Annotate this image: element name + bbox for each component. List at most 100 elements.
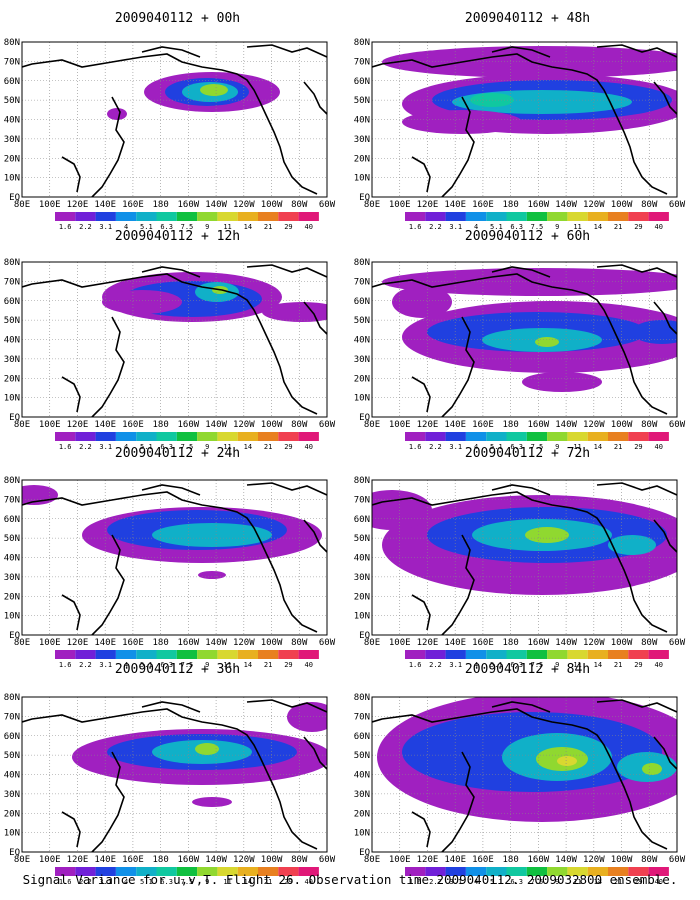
lon-tick-label: 180 (503, 638, 519, 648)
lon-tick-label: 140E (444, 420, 466, 430)
lon-tick-label: 140E (94, 855, 116, 865)
lat-tick-label: 10N (4, 174, 20, 184)
colorbar-swatch (217, 212, 238, 221)
colorbar-tick-label: 5.1 (490, 443, 503, 451)
colorbar-swatch (547, 212, 568, 221)
lon-tick-label: 140W (555, 855, 577, 865)
colorbar-swatch (237, 212, 258, 221)
map-panel (21, 696, 328, 853)
map-frame (21, 41, 328, 198)
map-frame (21, 696, 328, 853)
colorbar-swatch (136, 650, 157, 659)
colorbar-tick-label: 11 (223, 878, 231, 886)
lon-tick-label: 100W (261, 855, 283, 865)
colorbar-swatch (95, 432, 116, 441)
colorbar-tick-label: 3.1 (449, 878, 462, 886)
colorbar-tick-label: 21 (264, 878, 272, 886)
lon-tick-label: 120E (417, 200, 439, 210)
lon-tick-label: 120W (583, 638, 605, 648)
lat-tick-label: 70N (354, 712, 370, 722)
colorbar-swatch (298, 212, 319, 221)
colorbar-tick-label: 1.6 (59, 223, 72, 231)
colorbar: 1.6 2.2 3.1 4 5.1 6.3 7.5 9 11 14 21 29 40 (405, 212, 669, 231)
lon-tick-label: 140E (444, 855, 466, 865)
colorbar-swatch (278, 650, 299, 659)
colorbar-tick-label: 7.5 (181, 443, 194, 451)
colorbar-tick-label: 1.6 (409, 443, 422, 451)
colorbar-swatch (405, 867, 426, 876)
colorbar-tick-label: 1.6 (59, 661, 72, 669)
lat-tick-label: 70N (354, 57, 370, 67)
colorbar-tick-label: 11 (573, 661, 581, 669)
colorbar-tick-label: 6.3 (510, 443, 523, 451)
lon-tick-label: 140W (205, 420, 227, 430)
colorbar-tick-label: 2.2 (79, 443, 92, 451)
colorbar-tick-label: 4 (474, 878, 478, 886)
colorbar-swatch (506, 212, 527, 221)
lat-tick-label: EQ (359, 413, 370, 423)
map-background (22, 42, 327, 197)
lat-tick-label: 80N (4, 38, 20, 48)
lat-tick-label: 60N (354, 77, 370, 87)
colorbar-tick-label: 1.6 (409, 661, 422, 669)
colorbar-tick-label: 29 (634, 223, 642, 231)
colorbar-tick-label: 4 (474, 443, 478, 451)
colorbar-swatch (55, 867, 76, 876)
variance-contour (392, 286, 452, 318)
lat-tick-label: 10N (4, 612, 20, 622)
colorbar-swatch (176, 867, 198, 876)
colorbar-swatch (526, 650, 548, 659)
lat-tick-label: 80N (354, 693, 370, 703)
colorbar-swatch (136, 867, 157, 876)
colorbar-tick-label: 11 (573, 223, 581, 231)
lat-tick-label: 70N (4, 495, 20, 505)
lon-tick-label: 80W (291, 200, 308, 210)
lat-tick-label: 30N (354, 355, 370, 365)
colorbar-swatch (465, 867, 487, 876)
colorbar-tick-label: 40 (305, 443, 313, 451)
colorbar-tick-label: 7.5 (531, 661, 544, 669)
colorbar-tick-label: 3.1 (99, 443, 112, 451)
lon-tick-label: 60W (669, 420, 686, 430)
lon-tick-label: 100E (389, 855, 411, 865)
colorbar-swatch (547, 432, 568, 441)
lat-tick-label: 30N (4, 135, 20, 145)
lat-tick-label: EQ (9, 848, 20, 858)
lat-tick-label: 50N (354, 96, 370, 106)
colorbar-swatch (55, 432, 76, 441)
lat-tick-label: 80N (354, 476, 370, 486)
lon-tick-label: 140W (205, 638, 227, 648)
lon-tick-label: 160W (528, 200, 550, 210)
lon-tick-label: 60W (319, 638, 336, 648)
lat-tick-label: 50N (354, 751, 370, 761)
colorbar-swatch (75, 650, 96, 659)
lat-tick-label: 40N (354, 771, 370, 781)
colorbar-swatch (465, 650, 487, 659)
colorbar-tick-label: 6.3 (160, 878, 173, 886)
lat-tick-label: 50N (354, 534, 370, 544)
lat-tick-label: 70N (4, 277, 20, 287)
lon-tick-label: 120W (233, 638, 255, 648)
colorbar-swatch (608, 432, 629, 441)
variance-contour (642, 763, 662, 775)
colorbar-tick-label: 21 (614, 661, 622, 669)
colorbar-swatch (628, 867, 649, 876)
colorbar-tick-label: 21 (614, 223, 622, 231)
lon-tick-label: 120W (583, 855, 605, 865)
lon-tick-label: 160E (472, 855, 494, 865)
lat-tick-label: 40N (354, 336, 370, 346)
map-panel (371, 41, 678, 198)
colorbar-tick-label: 6.3 (160, 443, 173, 451)
colorbar-swatch (258, 650, 279, 659)
colorbar-tick-label: 5.1 (140, 443, 153, 451)
colorbar-tick-label: 2.2 (429, 223, 442, 231)
colorbar-tick-label: 29 (284, 223, 292, 231)
figure-caption: Signal Variance for u,v,T. Flight 26. Ob… (22, 872, 678, 887)
lon-tick-label: 180 (503, 855, 519, 865)
lon-tick-label: 160E (122, 855, 144, 865)
lon-tick-label: 120E (67, 200, 89, 210)
colorbar-swatch (425, 212, 446, 221)
lon-tick-label: 80W (641, 855, 658, 865)
lon-tick-label: 140E (94, 638, 116, 648)
lon-tick-label: 100E (39, 638, 61, 648)
